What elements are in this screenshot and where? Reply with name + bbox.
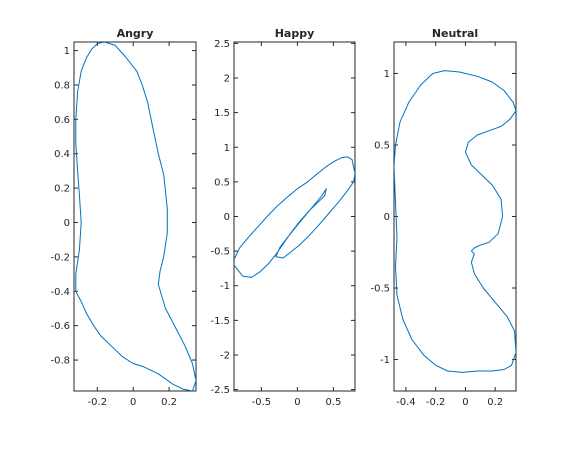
series-line-happy <box>234 156 355 278</box>
y-tick-label: -2 <box>220 350 230 361</box>
y-tick-label: -0.5 <box>210 247 230 258</box>
y-tick-label: 0.8 <box>54 80 70 91</box>
y-tick-label: 0 <box>224 212 230 223</box>
y-tick-label: 0.5 <box>214 177 230 188</box>
y-tick-label: -2.5 <box>210 385 230 396</box>
axes-box <box>393 41 517 392</box>
panel-angry: -0.8 -0.6 -0.4 -0.2 0 0.2 0.4 0.6 0.8 1 -0.2 0 0.2 An… <box>50 27 197 408</box>
x-tick-label: 0.2 <box>161 397 177 408</box>
x-tick-label: -0.4 <box>396 397 416 408</box>
series-line-neutral <box>394 70 516 373</box>
y-tick-label: -1 <box>220 281 230 292</box>
y-tick-label: -1.5 <box>210 316 230 327</box>
panel-title: Happy <box>275 27 315 40</box>
y-tick-label: 1 <box>224 143 230 154</box>
y-tick-label: 1 <box>384 69 390 80</box>
x-tick-label: 0.2 <box>487 397 503 408</box>
x-tick-label: 0.5 <box>325 397 341 408</box>
y-tick-label: 0.2 <box>54 184 70 195</box>
x-tick-label: -0.2 <box>88 397 108 408</box>
x-tick-label: 0 <box>294 397 300 408</box>
x-tick-label: -0.5 <box>252 397 272 408</box>
x-tick-label: 0 <box>462 397 468 408</box>
y-tick-label: 0.6 <box>54 115 70 126</box>
y-tick-label: -0.8 <box>50 356 70 367</box>
y-tick-label: 0 <box>64 218 70 229</box>
y-tick-label: -0.6 <box>50 321 70 332</box>
y-tick-label: -0.2 <box>50 252 70 263</box>
series-line-angry <box>75 42 196 391</box>
panel-neutral: -1 -0.5 0 0.5 1 -0.4 -0.2 0 0.2 Neutral <box>370 27 517 408</box>
x-tick-label: 0 <box>130 397 136 408</box>
axes-box <box>233 41 356 392</box>
x-tick-label: -0.2 <box>426 397 446 408</box>
panel-title: Neutral <box>432 27 478 40</box>
panel-happy: -2.5 -2 -1.5 -1 -0.5 0 0.5 1 1.5 2 2.5 -0.5 0 0.5 Happ… <box>210 27 356 408</box>
panel-title: Angry <box>117 27 154 40</box>
y-tick-label: 2.5 <box>214 39 230 50</box>
y-tick-label: -0.4 <box>50 287 70 298</box>
y-tick-label: 1.5 <box>214 108 230 119</box>
y-tick-label: 0 <box>384 212 390 223</box>
y-tick-label: 2 <box>224 74 230 85</box>
y-tick-label: 0.4 <box>54 149 70 160</box>
y-tick-label: 0.5 <box>374 140 390 151</box>
axes-box <box>73 41 197 392</box>
y-tick-label: 1 <box>64 46 70 57</box>
y-tick-label: -1 <box>380 355 390 366</box>
y-tick-label: -0.5 <box>370 284 390 295</box>
